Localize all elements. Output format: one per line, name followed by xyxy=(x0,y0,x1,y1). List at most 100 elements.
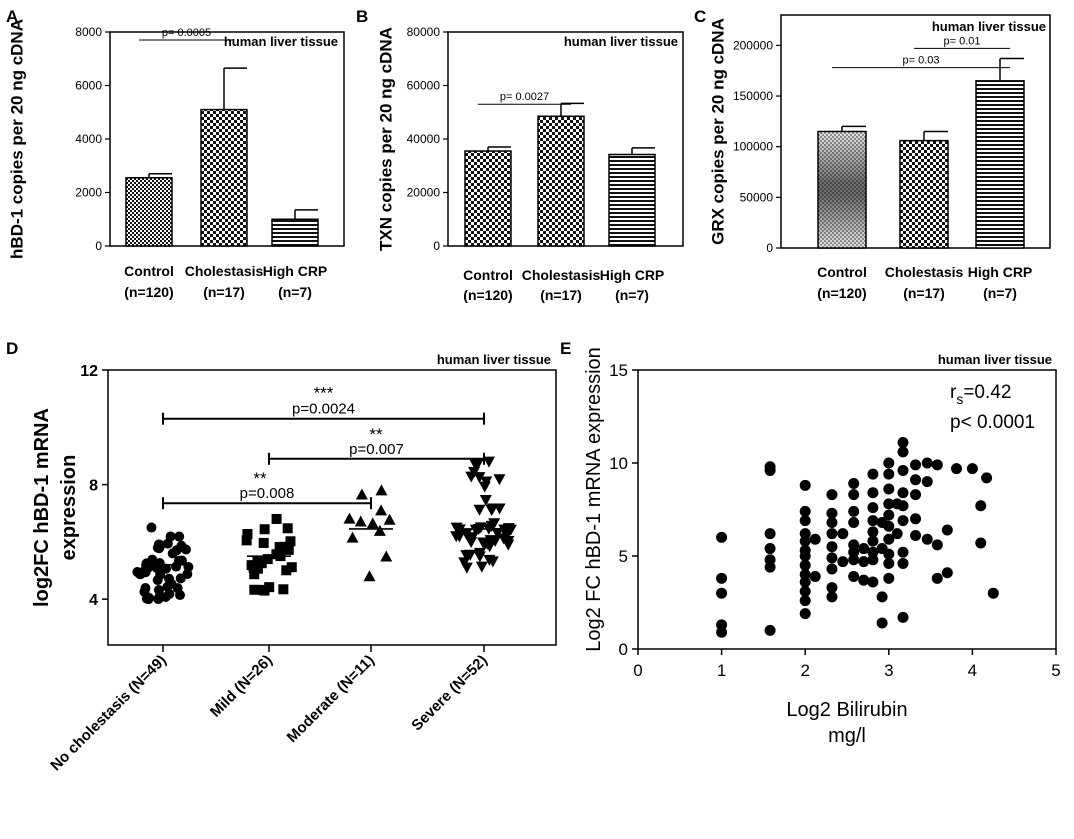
data-point xyxy=(152,575,163,586)
data-point xyxy=(897,446,909,458)
data-point xyxy=(883,548,895,560)
data-point xyxy=(475,561,488,573)
data-point xyxy=(180,544,191,555)
data-point xyxy=(897,464,909,476)
data-point xyxy=(799,550,811,562)
y-axis-label: TXN copies per 20 ng cDNA xyxy=(376,27,395,251)
data-point xyxy=(883,498,895,510)
data-point xyxy=(373,524,386,536)
category-label: Mild (N=26) xyxy=(207,652,276,721)
data-point xyxy=(941,567,953,579)
category-label: Cholestasis xyxy=(185,263,264,279)
category-n-label: (n=17) xyxy=(903,285,945,301)
data-point xyxy=(931,459,943,471)
data-point xyxy=(716,587,728,599)
bar xyxy=(608,153,656,247)
stat-p: p< 0.0001 xyxy=(950,412,1035,433)
data-point xyxy=(143,562,154,573)
data-point xyxy=(147,554,158,565)
category-n-label: (n=7) xyxy=(615,287,649,303)
data-point xyxy=(173,555,184,566)
data-point xyxy=(799,595,811,607)
stat-rs-symbol: r xyxy=(950,382,957,403)
data-point xyxy=(286,562,297,573)
data-point xyxy=(135,569,146,580)
bar xyxy=(817,130,867,249)
x-tick-label: 2 xyxy=(800,661,809,680)
data-point xyxy=(921,457,933,469)
data-point xyxy=(716,572,728,584)
y-tick-label: 100000 xyxy=(733,140,773,154)
stat-rs: rs=0.42 xyxy=(950,382,1011,407)
data-point xyxy=(897,500,909,512)
data-point xyxy=(848,554,860,566)
data-point xyxy=(858,574,870,586)
data-point xyxy=(764,464,776,476)
category-n-label: (n=120) xyxy=(124,284,173,300)
category-label: High CRP xyxy=(263,263,328,279)
data-point xyxy=(799,535,811,547)
data-point xyxy=(278,584,289,595)
data-point xyxy=(491,527,504,539)
data-point xyxy=(826,541,838,553)
data-point xyxy=(285,536,296,547)
bar xyxy=(464,150,512,247)
panel-label: E xyxy=(560,339,571,358)
data-point xyxy=(343,512,356,524)
data-point xyxy=(826,563,838,575)
category-label: High CRP xyxy=(600,267,665,283)
data-point xyxy=(463,533,476,545)
significance-label: p= 0.03 xyxy=(902,55,939,67)
bar xyxy=(975,80,1025,249)
data-point xyxy=(164,588,175,599)
category-label: High CRP xyxy=(968,264,1033,280)
data-point xyxy=(258,584,269,595)
data-point xyxy=(826,591,838,603)
data-point xyxy=(259,524,270,535)
y-tick-label: 4 xyxy=(89,592,98,609)
data-point xyxy=(278,541,289,552)
data-point xyxy=(764,528,776,540)
data-point xyxy=(252,556,263,567)
data-point xyxy=(246,560,257,571)
data-point xyxy=(848,489,860,501)
data-point xyxy=(799,559,811,571)
data-point xyxy=(826,528,838,540)
stat-rs-value: =0.42 xyxy=(963,382,1011,403)
data-point xyxy=(876,617,888,629)
category-label: Cholestasis xyxy=(885,264,964,280)
data-point xyxy=(876,591,888,603)
data-point xyxy=(867,554,879,566)
x-axis-label: Log2 Bilirubin xyxy=(786,699,907,721)
data-point xyxy=(153,539,164,550)
category-n-label: (n=17) xyxy=(203,284,245,300)
x-tick-label: 0 xyxy=(633,661,642,680)
data-point xyxy=(848,517,860,529)
bar xyxy=(899,139,949,249)
data-point xyxy=(366,517,379,529)
data-point xyxy=(502,523,515,535)
x-tick-label: 3 xyxy=(884,661,893,680)
data-point xyxy=(264,582,275,593)
x-tick-label: 1 xyxy=(717,661,726,680)
data-point xyxy=(883,572,895,584)
y-tick-label: 40000 xyxy=(407,132,441,146)
y-tick-label: 80000 xyxy=(407,25,441,39)
chart-title: human liver tissue xyxy=(932,19,1046,34)
data-point xyxy=(799,515,811,527)
data-point xyxy=(146,522,157,533)
data-point xyxy=(249,584,260,595)
data-point xyxy=(799,585,811,597)
y-axis-label: hBD-1 copies per 20 ng cDNA xyxy=(7,19,26,259)
data-point xyxy=(809,533,821,545)
data-point xyxy=(167,548,178,559)
data-point xyxy=(282,523,293,534)
data-point xyxy=(921,533,933,545)
data-point xyxy=(910,530,922,542)
y-tick-label: 20000 xyxy=(407,186,441,200)
category-n-label: (n=17) xyxy=(540,287,582,303)
data-point xyxy=(931,572,943,584)
y-tick-label: 150000 xyxy=(733,89,773,103)
